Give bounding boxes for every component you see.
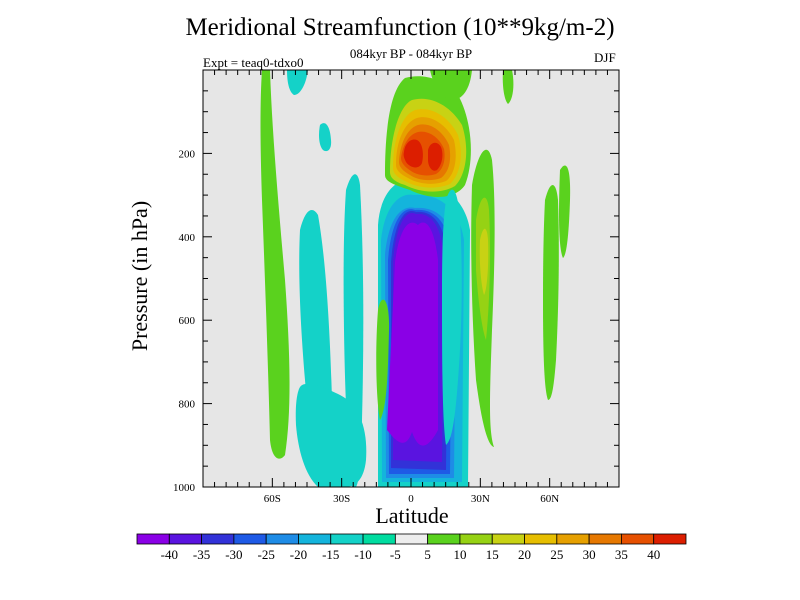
colorbar-swatch — [524, 533, 558, 545]
pos-patch-45n — [502, 70, 514, 104]
colorbar-label: 10 — [453, 547, 466, 562]
y-tick-label: 400 — [179, 232, 196, 244]
colorbar-swatch — [298, 533, 332, 545]
colorbar-label: -10 — [354, 547, 371, 562]
neg-cell-core — [387, 222, 438, 446]
season-label: DJF — [594, 50, 616, 65]
colorbar-label: -5 — [390, 547, 401, 562]
colorbar-swatch — [265, 533, 299, 545]
y-tick-label: 600 — [179, 315, 196, 327]
y-tick-label: 800 — [179, 399, 196, 411]
pos-top-strip — [430, 70, 472, 100]
colorbar-label: -25 — [258, 547, 275, 562]
colorbar-label: -30 — [225, 547, 242, 562]
colorbar-swatch — [394, 533, 429, 545]
pos-tongue-eq — [376, 299, 390, 420]
colorbar-label: 30 — [583, 547, 596, 562]
pos-band-30n-core — [479, 228, 489, 295]
colorbar-swatch — [459, 533, 493, 545]
colorbar-swatch — [330, 533, 364, 545]
colorbar-label: 25 — [550, 547, 563, 562]
x-tick-label: 30N — [471, 493, 490, 505]
x-tick-label: 30S — [333, 493, 350, 505]
colorbar-label: -20 — [290, 547, 307, 562]
neg-band-30n — [442, 189, 462, 445]
colorbar-swatch — [233, 533, 267, 545]
x-axis-label: Latitude — [375, 503, 449, 528]
x-tick-label: 60S — [264, 493, 281, 505]
neg-patch-30s-top — [319, 123, 332, 152]
contour-field — [260, 70, 571, 487]
colorbar-swatch — [201, 533, 235, 545]
neg-band-60s-top — [287, 70, 308, 95]
colorbar-label: 40 — [647, 547, 660, 562]
colorbar-label: -35 — [193, 547, 210, 562]
x-tick-label: 0 — [408, 493, 414, 505]
pos-cell-core-left — [403, 139, 423, 168]
colorbar-label: 15 — [486, 547, 499, 562]
pos-band-60s — [260, 70, 290, 459]
colorbar-swatch — [362, 533, 396, 545]
colorbar-label: -40 — [161, 547, 178, 562]
colorbar-swatch — [556, 533, 590, 545]
chart-title: Meridional Streamfunction (10**9kg/m-2) — [185, 14, 615, 41]
colorbar-swatch — [427, 533, 461, 545]
neg-band-20s-bottom — [295, 383, 367, 487]
colorbar-label: 5 — [424, 547, 431, 562]
y-tick-label: 1000 — [173, 482, 196, 494]
colorbar-swatch — [491, 533, 525, 545]
pos-band-60n — [543, 185, 559, 400]
y-tick-label: 200 — [179, 148, 196, 160]
colorbar-swatch — [136, 533, 170, 545]
colorbar-swatch — [653, 533, 687, 545]
pos-band-60n-upper — [559, 165, 571, 258]
colorbar-swatch — [588, 533, 622, 545]
colorbar-label: -15 — [322, 547, 339, 562]
x-tick-label: 60N — [540, 493, 559, 505]
colorbar-label: 20 — [518, 547, 531, 562]
chart-subtitle: 084kyr BP - 084kyr BP — [349, 46, 473, 61]
pos-cell-core-right — [428, 142, 443, 171]
colorbar-swatch — [168, 533, 202, 545]
colorbar-label: 35 — [615, 547, 628, 562]
colorbar-swatch — [621, 533, 655, 545]
experiment-label: Expt = teaq0-tdxo0 — [203, 55, 304, 70]
